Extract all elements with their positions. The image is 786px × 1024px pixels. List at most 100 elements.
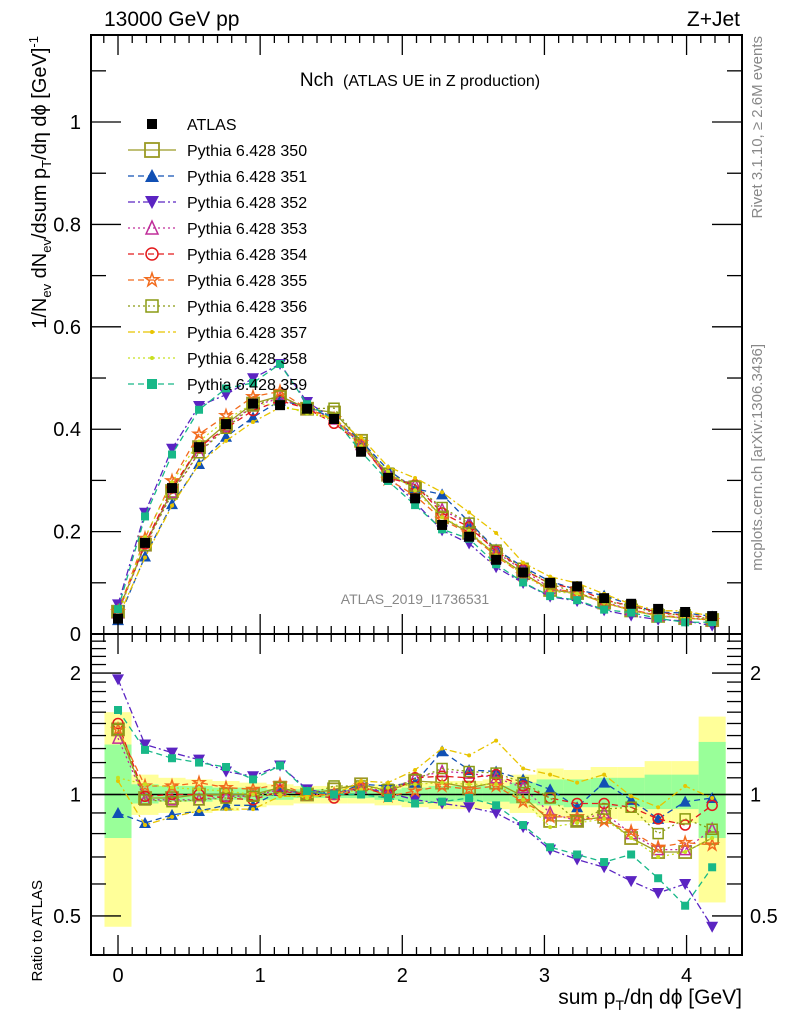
x-tick-label: 4 [681,965,692,987]
marker-shape [517,776,529,789]
marker-shape [251,807,256,812]
data-point [143,555,148,560]
marker-shape [168,754,177,763]
data-point [465,794,474,803]
y-tick-label: 0.2 [53,522,81,544]
data-point [359,435,364,440]
marker-shape [599,593,610,604]
data-point [571,815,583,827]
series-line [117,729,713,848]
series-line [117,395,713,620]
data-point [195,405,204,414]
marker-shape [219,788,233,803]
data-point [222,762,231,771]
marker-shape [109,720,127,737]
marker-shape [413,488,418,493]
data-point [139,794,151,806]
atlas-data-point [167,483,178,494]
data-point [548,574,553,579]
data-point [436,745,449,757]
marker-shape [572,581,583,592]
data-point [328,402,340,414]
legend-entry-357: Pythia 6.428 357 [128,325,307,342]
marker-shape [139,739,152,751]
marker-shape [195,758,204,767]
band-inner-bin [104,744,132,839]
marker-shape [625,801,637,813]
data-point [220,799,233,811]
data-point [681,901,690,910]
marker-shape [145,247,159,261]
data-point [683,783,688,788]
atlas-data-point [491,554,502,565]
marker-shape [330,790,339,799]
marker-shape [271,382,289,399]
data-point [467,782,472,787]
marker-shape [147,119,157,129]
marker-shape [602,772,607,777]
marker-shape [357,790,366,799]
marker-shape [679,795,692,807]
marker-shape [707,611,718,622]
marker-shape [386,469,391,474]
series-line [117,402,713,621]
marker-shape [652,813,664,825]
marker-shape [116,779,121,784]
marker-shape [654,874,663,883]
marker-shape [168,450,177,459]
data-point [463,517,475,529]
data-point [575,591,580,596]
marker-shape [519,821,528,830]
data-point [114,605,123,614]
data-point [679,795,692,807]
marker-shape [221,419,232,430]
marker-shape [575,780,580,785]
data-point [224,789,229,794]
data-point [247,373,260,385]
marker-shape [166,747,179,759]
data-point [546,592,555,601]
marker-shape [411,799,420,808]
marker-shape [704,836,721,852]
legend: ATLAS Pythia 6.428 350 Pythia 6.428 351 Pyt… [128,117,307,394]
marker-shape [679,813,691,825]
data-point [359,779,364,784]
data-point [627,850,636,859]
marker-shape [170,503,175,508]
legend-entry-352: Pythia 6.428 352 [128,195,307,212]
marker-shape [494,782,499,787]
data-point [519,821,528,830]
data-point [467,753,472,758]
data-point [569,808,586,824]
data-point [625,801,637,813]
marker-shape [652,827,664,840]
atlas-data-point [194,442,205,453]
series-line [117,709,713,907]
marker-shape [247,373,260,385]
marker-shape [545,577,556,588]
series-line [117,399,713,621]
marker-shape [627,608,636,617]
data-point [386,785,391,790]
marker-shape [145,169,159,182]
data-point [116,779,121,784]
data-point [109,720,127,737]
ratio-y-tick-label-left: 1 [70,785,81,807]
atlas-data-point [437,519,448,530]
data-point [652,827,664,840]
marker-shape [359,435,364,440]
marker-shape [710,796,715,801]
series-358-main [116,401,715,623]
plot-title-main: Nch [300,70,334,91]
marker-shape [410,493,421,504]
marker-shape [461,780,478,797]
marker-shape [573,850,582,859]
data-point [359,787,364,792]
legend-entry-353: Pythia 6.428 353 [128,219,307,238]
legend-label: Pythia 6.428 350 [187,143,307,160]
data-point [190,425,208,441]
data-point [247,790,259,803]
main-y-axis-label: 1/Nev dNev/dsum pT/dη dϕ [GeV]-1 [26,36,54,329]
data-point [463,802,476,814]
